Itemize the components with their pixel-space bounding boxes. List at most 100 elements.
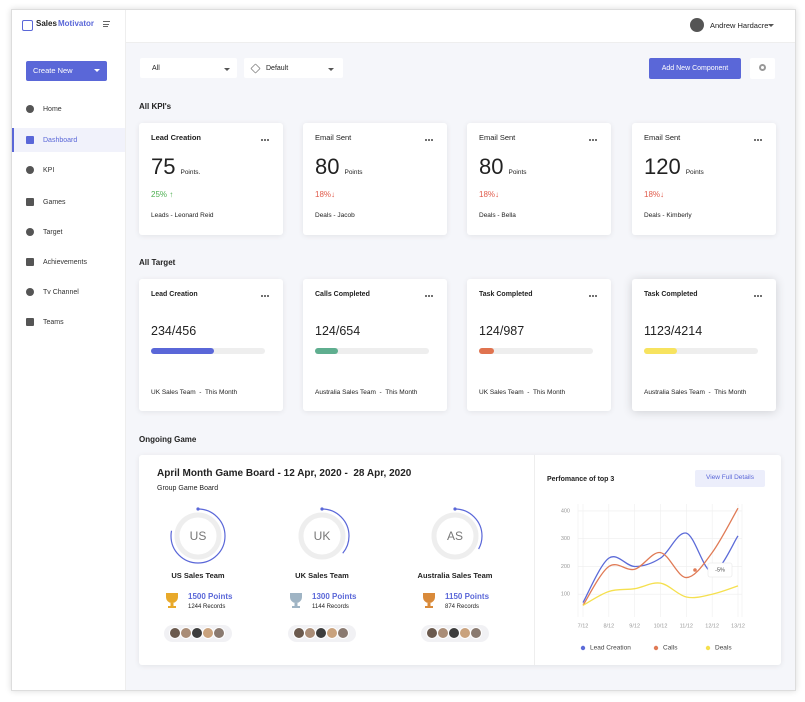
more-dot [757, 295, 759, 297]
kpi-footer: Deals - Kimberly [644, 212, 692, 219]
menu-icon [26, 288, 34, 296]
more-dot [267, 139, 269, 141]
kpi-value-row: 120 Points [644, 156, 704, 178]
kpi-unit: Points [508, 169, 527, 176]
dropdown-caret [328, 68, 334, 71]
more-dot [592, 139, 594, 141]
progress-track [644, 348, 758, 354]
view-dropdown[interactable] [244, 58, 343, 78]
menu-item[interactable]: Tv Channel [43, 288, 79, 296]
brand-sales: Sales [36, 19, 57, 28]
section-title: All KPI's [139, 102, 172, 111]
kpi-title: Email Sent [644, 133, 681, 142]
more-dot [760, 139, 762, 141]
brand-icon [22, 20, 33, 31]
target-title: Task Completed [479, 291, 533, 298]
game-title: April Month Game Board - 12 Apr, 2020 - … [157, 468, 412, 479]
more-dot [261, 139, 263, 141]
menu-icon [26, 166, 34, 174]
kpi-card [632, 123, 776, 235]
dropdown-caret [224, 68, 230, 71]
kpi-title: Email Sent [315, 133, 352, 142]
target-progress-text: 234/456 [151, 324, 197, 338]
menu-item[interactable]: Home [43, 105, 62, 113]
more-dot [431, 295, 433, 297]
target-title: Task Completed [644, 291, 698, 298]
user-name[interactable]: Andrew Hardacre [710, 20, 769, 30]
kpi-value: 80 [315, 154, 340, 179]
team-points: 1500 Points [188, 592, 233, 601]
more-dot [589, 295, 591, 297]
add-button-label[interactable]: Add New Component [661, 65, 729, 72]
menu-toggle-line[interactable] [103, 23, 109, 25]
window-frame [11, 9, 796, 691]
kpi-change: 18%↓ [479, 190, 500, 199]
target-card [632, 279, 776, 411]
team-name: Australia Sales Team [417, 571, 493, 580]
menu-item[interactable]: KPI [43, 166, 55, 174]
more-dot [267, 295, 269, 297]
progress-fill [151, 348, 215, 354]
more-dot [754, 295, 756, 297]
menu-icon [26, 228, 34, 236]
more-dot [425, 295, 427, 297]
more-dot [589, 139, 591, 141]
target-card [467, 279, 611, 411]
more-dot [754, 139, 756, 141]
menu-toggle-line[interactable] [103, 21, 110, 22]
menu-item[interactable]: Teams [43, 318, 64, 326]
menu-item[interactable]: Games [43, 198, 66, 206]
team-points: 1150 Points [445, 592, 490, 601]
section-title: All Target [139, 258, 176, 267]
create-caret [94, 69, 100, 72]
more-dot [431, 139, 433, 141]
member-avatar [213, 627, 225, 639]
kpi-footer: Deals - Jacob [315, 212, 355, 219]
menu-icon [26, 198, 34, 206]
kpi-title: Email Sent [479, 133, 516, 142]
view-details-label[interactable]: View Full Details [706, 474, 754, 481]
kpi-change: 18%↓ [644, 190, 665, 199]
more-dot [592, 295, 594, 297]
create-button-label[interactable]: Create New [33, 66, 73, 75]
team-records: 1244 Records [188, 604, 226, 610]
topbar [126, 10, 795, 43]
kpi-value-row: 75 Points. [151, 156, 200, 178]
progress-fill [315, 348, 339, 354]
kpi-unit: Points [344, 169, 363, 176]
add-button[interactable] [649, 58, 741, 79]
menu-icon [26, 318, 34, 326]
kpi-change: 25% ↑ [151, 190, 174, 199]
team-name: UK Sales Team [295, 571, 349, 580]
target-footer: Australia Sales Team - This Month [315, 389, 418, 396]
chart-title: Perfomance of top 3 [547, 476, 615, 483]
view-details-button[interactable] [695, 470, 765, 487]
more-dot [428, 139, 430, 141]
game-subtitle: Group Game Board [157, 485, 219, 492]
team-points: 1300 Points [312, 592, 357, 601]
scope-dropdown[interactable] [140, 58, 237, 78]
kpi-footer: Deals - Bella [479, 212, 516, 219]
scope-label[interactable]: All [152, 65, 160, 72]
user-caret [768, 24, 774, 27]
more-dot [264, 295, 266, 297]
create-button[interactable] [26, 61, 107, 81]
kpi-unit: Points. [180, 169, 201, 176]
target-title: Lead Creation [151, 291, 198, 298]
menu-icon [26, 105, 34, 113]
view-label[interactable]: Default [266, 65, 289, 72]
team-name: US Sales Team [171, 571, 225, 580]
menu-item[interactable]: Dashboard [43, 136, 78, 144]
kpi-card [467, 123, 611, 235]
more-dot [264, 139, 266, 141]
progress-track [315, 348, 429, 354]
kpi-value: 80 [479, 154, 504, 179]
sidebar [12, 10, 126, 690]
kpi-change: 18%↓ [315, 190, 336, 199]
menu-icon [26, 136, 34, 144]
menu-item[interactable]: Target [43, 228, 63, 236]
team-records: 874 Records [445, 604, 480, 610]
kpi-title: Lead Creation [151, 133, 202, 142]
menu-toggle-line[interactable] [103, 26, 108, 27]
menu-item[interactable]: Achievements [43, 258, 87, 266]
